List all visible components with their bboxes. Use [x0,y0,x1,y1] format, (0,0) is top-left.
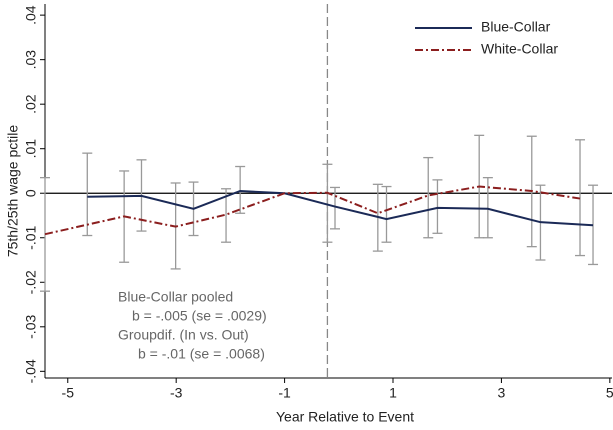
error-bar [330,186,341,230]
annotation: b = -.005 (se = .0029) [132,308,267,324]
x-tick-label: 1 [389,385,397,401]
error-bar [322,163,333,243]
error-bar [40,176,50,292]
y-tick-label: -.01 [23,225,39,249]
y-axis-title: 75th/25th wage pctile [5,125,21,258]
legend-label: White-Collar [481,41,558,57]
annotation: Groupdif. (In vs. Out) [118,327,249,343]
y-tick-label: -.04 [23,359,39,383]
x-tick-label: 3 [498,385,506,401]
error-bar [381,185,392,243]
error-bar [423,156,434,239]
y-tick-label: .02 [23,94,39,114]
annotation: Blue-Collar pooled [118,289,233,305]
x-tick-label: -1 [278,385,291,401]
x-tick-label: -3 [170,385,183,401]
y-tick-label: .04 [23,5,39,25]
y-tick-label: .03 [23,50,39,70]
annotation: b = -.01 (se = .0068) [138,346,265,362]
x-tick-label: -5 [62,385,75,401]
y-tick-label: 0 [23,189,39,197]
y-tick-label: -.03 [23,315,39,339]
error-bar [221,188,232,243]
x-axis-title: Year Relative to Event [276,409,414,425]
error-bar [235,165,246,214]
x-tick-label: 5 [606,385,613,401]
legend-label: Blue-Collar [481,19,551,35]
series-line [87,189,594,227]
error-bar [432,179,443,234]
error-bar [82,152,93,237]
y-tick-label: .01 [23,139,39,159]
error-bar [482,176,493,239]
y-tick-label: -.02 [23,270,39,294]
series-line [44,185,581,236]
